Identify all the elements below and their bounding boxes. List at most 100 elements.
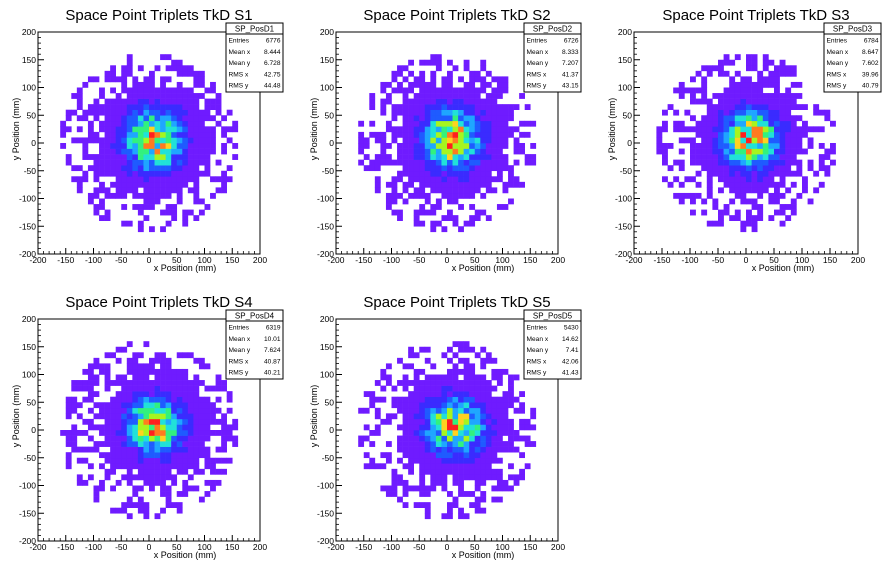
histogram-bin: [137, 496, 144, 503]
histogram-bin: [369, 159, 376, 166]
histogram-bin: [132, 446, 139, 453]
x-tick-label: -150: [355, 255, 372, 265]
histogram-bin: [226, 457, 233, 464]
histogram-bin: [182, 154, 189, 160]
histogram-bin: [99, 441, 105, 447]
histogram-bin: [165, 363, 172, 370]
histogram-bin: [718, 137, 724, 144]
histogram-bin: [93, 357, 100, 364]
histogram-bin: [695, 70, 702, 77]
histogram-bin: [802, 187, 808, 194]
histogram-bin: [734, 159, 741, 166]
histogram-bin: [729, 187, 736, 194]
histogram-bin: [126, 413, 133, 420]
histogram-bin: [419, 430, 426, 436]
histogram-bin: [198, 70, 205, 77]
histogram-bin: [508, 380, 514, 386]
histogram-bin: [480, 463, 487, 470]
histogram-bin: [746, 198, 752, 205]
histogram-bin: [718, 59, 724, 66]
histogram-bin: [419, 93, 426, 99]
x-tick-label: -50: [413, 255, 426, 265]
histogram-bin: [447, 76, 453, 83]
histogram-bin: [137, 81, 144, 88]
histogram-bin: [82, 81, 89, 88]
histogram-bin: [187, 413, 194, 420]
histogram-bin: [369, 120, 376, 127]
histogram-bin: [143, 87, 150, 94]
histogram-bin: [160, 441, 166, 447]
histogram-bin: [402, 181, 409, 188]
histogram-bin: [458, 357, 464, 364]
histogram-bin: [502, 446, 509, 453]
histogram-bin: [790, 93, 797, 99]
histogram-bin: [757, 148, 764, 155]
y-axis-label: y Position (mm): [309, 98, 319, 161]
histogram-bin: [480, 104, 487, 110]
stats-row-label: Entries: [827, 38, 848, 45]
histogram-bin: [193, 93, 200, 99]
histogram-bin: [435, 435, 442, 442]
histogram-bin: [774, 131, 780, 138]
histogram-bin: [474, 143, 481, 149]
histogram-bin: [690, 115, 696, 122]
histogram-bin: [132, 413, 139, 420]
histogram-bin: [369, 165, 376, 172]
histogram-bin: [768, 154, 775, 160]
y-tick-label: -50: [322, 166, 335, 176]
histogram-bin: [115, 374, 122, 381]
histogram-bin: [419, 368, 426, 375]
histogram-bin: [182, 368, 189, 375]
histogram-bin: [491, 402, 498, 409]
histogram-bin: [143, 187, 150, 194]
histogram-bin: [779, 137, 786, 144]
histogram-bin: [463, 59, 470, 66]
histogram-bin: [430, 170, 437, 177]
histogram-bin: [662, 154, 668, 160]
histogram-bin: [115, 402, 122, 409]
histogram-bin: [458, 226, 464, 233]
histogram-bin: [469, 452, 476, 459]
histogram-bin: [226, 424, 233, 431]
histogram-bin: [402, 159, 409, 166]
histogram-bin: [463, 380, 470, 386]
histogram-bin: [149, 391, 155, 397]
histogram-bin: [182, 391, 189, 397]
histogram-bin: [729, 98, 736, 105]
histogram-bin: [734, 192, 741, 199]
histogram-bin: [435, 87, 442, 94]
histogram-bin: [193, 81, 200, 88]
histogram-bin: [762, 176, 769, 183]
histogram-bin: [785, 109, 792, 116]
histogram-bin: [397, 357, 403, 364]
histogram-bin: [695, 120, 702, 127]
histogram-bin: [385, 457, 392, 464]
histogram-bin: [385, 418, 392, 425]
histogram-bin: [430, 209, 437, 216]
histogram-bin: [751, 54, 758, 61]
histogram-bin: [419, 120, 426, 127]
histogram-bin: [430, 391, 437, 397]
histogram-bin: [187, 176, 194, 183]
histogram-bin: [502, 87, 509, 94]
histogram-bin: [430, 109, 437, 116]
y-tick-label: 100: [320, 370, 334, 380]
histogram-bin: [65, 402, 72, 409]
histogram-bin: [358, 407, 365, 414]
histogram-bin: [369, 396, 376, 403]
histogram-bin: [474, 170, 481, 177]
histogram-bin: [149, 457, 155, 464]
histogram-bin: [712, 165, 719, 172]
histogram-bin: [790, 120, 797, 127]
histogram-bin: [154, 176, 161, 183]
histogram-bin: [768, 137, 775, 144]
histogram-bin: [165, 176, 172, 183]
histogram-bin: [99, 87, 105, 94]
histogram-bin: [221, 418, 227, 425]
histogram-bin: [508, 109, 514, 116]
histogram-bin: [391, 209, 398, 216]
histogram-bin: [430, 435, 437, 442]
histogram-bin: [502, 402, 509, 409]
histogram-bin: [751, 98, 758, 105]
histogram-bin: [363, 435, 370, 442]
